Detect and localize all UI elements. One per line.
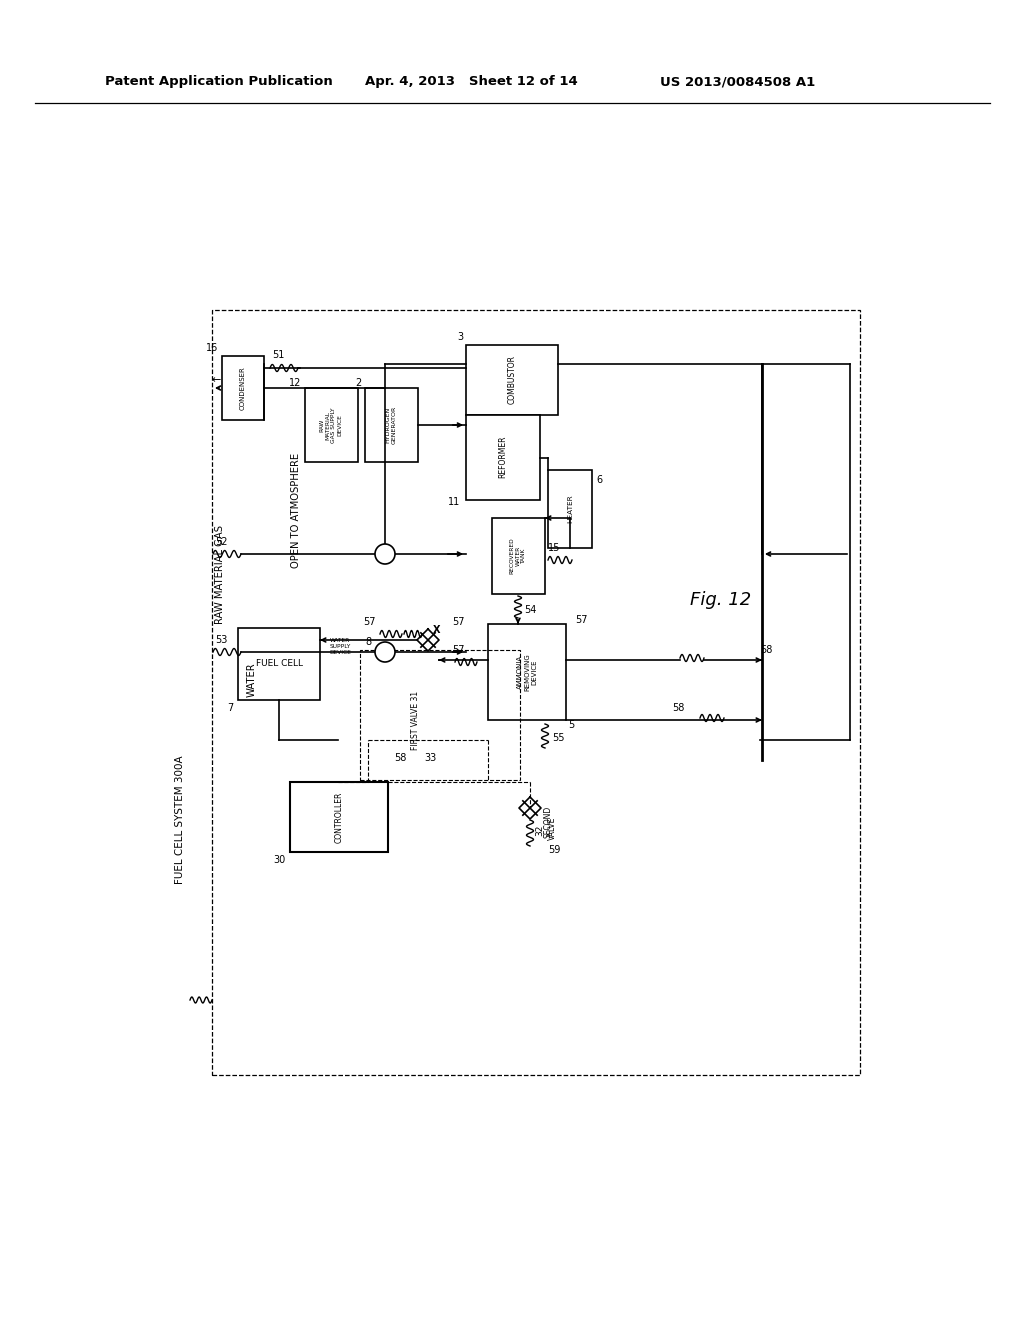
Text: 8: 8 xyxy=(365,638,371,647)
Text: FIRST VALVE 31: FIRST VALVE 31 xyxy=(411,690,420,750)
Text: Fig. 12: Fig. 12 xyxy=(690,591,752,609)
Text: SECOND: SECOND xyxy=(544,807,553,838)
Text: 52: 52 xyxy=(215,537,227,546)
Bar xyxy=(492,517,545,594)
Bar xyxy=(305,388,358,462)
Text: 7: 7 xyxy=(226,704,233,713)
Text: COMBUSTOR: COMBUSTOR xyxy=(508,355,516,404)
Text: 16: 16 xyxy=(206,343,218,352)
Text: Patent Application Publication: Patent Application Publication xyxy=(105,75,333,88)
Text: WATER
SUPPLY
DEVICE: WATER SUPPLY DEVICE xyxy=(329,638,351,655)
Bar xyxy=(466,414,540,500)
Text: 15: 15 xyxy=(548,543,560,553)
Text: 58: 58 xyxy=(672,704,684,713)
Bar xyxy=(466,345,558,414)
Text: HYDROGEN
GENERATOR: HYDROGEN GENERATOR xyxy=(386,405,396,444)
Text: REFORMER: REFORMER xyxy=(499,436,508,478)
Text: 57: 57 xyxy=(452,616,465,627)
Bar xyxy=(365,388,418,462)
Text: CONDENSER: CONDENSER xyxy=(240,366,246,411)
Text: WATER: WATER xyxy=(247,663,257,697)
Bar xyxy=(212,310,860,1074)
Text: 12: 12 xyxy=(289,378,301,388)
Text: RAW MATERIAL GAS: RAW MATERIAL GAS xyxy=(215,525,225,624)
Text: 32: 32 xyxy=(536,824,545,836)
Bar xyxy=(360,649,520,780)
Text: 59: 59 xyxy=(548,845,560,855)
Text: 57: 57 xyxy=(452,645,465,655)
Text: OPEN TO ATMOSPHERE: OPEN TO ATMOSPHERE xyxy=(291,453,301,568)
Text: 2: 2 xyxy=(355,378,362,388)
Text: 3: 3 xyxy=(457,333,463,342)
Circle shape xyxy=(375,544,395,564)
Text: X: X xyxy=(433,624,440,635)
Bar xyxy=(238,628,319,700)
Text: 11: 11 xyxy=(447,498,460,507)
Text: RAW
MATERIAL
GAS SUPPLY
DEVICE: RAW MATERIAL GAS SUPPLY DEVICE xyxy=(319,408,342,442)
Text: 53: 53 xyxy=(215,635,227,645)
Text: 58: 58 xyxy=(394,752,407,763)
Text: HEATER: HEATER xyxy=(567,495,573,523)
Text: CONTROLLER: CONTROLLER xyxy=(335,791,343,842)
Bar xyxy=(548,470,592,548)
Text: VALVE: VALVE xyxy=(548,816,556,840)
Text: 55: 55 xyxy=(552,733,564,743)
Text: 58: 58 xyxy=(760,645,772,655)
Text: 57: 57 xyxy=(575,615,588,624)
Text: Apr. 4, 2013   Sheet 12 of 14: Apr. 4, 2013 Sheet 12 of 14 xyxy=(365,75,578,88)
Text: AMMONIA
REMOVING
DEVICE: AMMONIA REMOVING DEVICE xyxy=(517,653,537,690)
Text: FUEL CELL: FUEL CELL xyxy=(256,660,302,668)
Text: US 2013/0084508 A1: US 2013/0084508 A1 xyxy=(660,75,815,88)
Bar xyxy=(222,356,264,420)
Text: 5: 5 xyxy=(568,719,574,730)
Text: 51: 51 xyxy=(272,350,285,360)
Text: FUEL CELL SYSTEM 300A: FUEL CELL SYSTEM 300A xyxy=(175,755,185,884)
Text: RECOVERED
WATER
TANK: RECOVERED WATER TANK xyxy=(510,537,526,574)
Text: 57: 57 xyxy=(364,616,376,627)
Circle shape xyxy=(375,642,395,663)
Text: 6: 6 xyxy=(596,475,602,484)
Bar xyxy=(488,624,566,719)
Text: ←: ← xyxy=(211,375,221,385)
Text: 30: 30 xyxy=(273,855,286,865)
Text: 33: 33 xyxy=(424,752,436,763)
Text: 54: 54 xyxy=(524,605,537,615)
Bar xyxy=(290,781,388,851)
